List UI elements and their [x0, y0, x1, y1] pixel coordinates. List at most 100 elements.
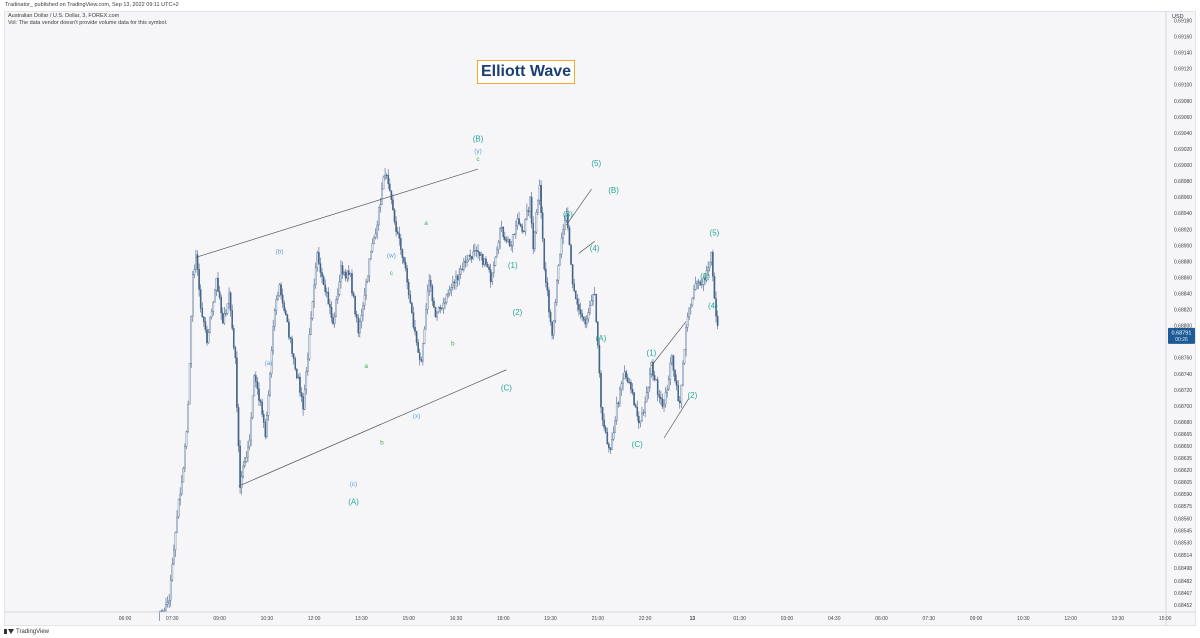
- candle: [620, 380, 623, 396]
- candle-body: [244, 461, 246, 467]
- wave-label: c: [476, 156, 480, 163]
- candle: [180, 475, 183, 497]
- candle-body: [307, 358, 309, 372]
- candle: [318, 246, 320, 265]
- candle-body: [221, 312, 224, 324]
- candle-body: [603, 419, 605, 428]
- x-tick-label: 13:30: [1112, 616, 1125, 622]
- candle-body: [428, 280, 430, 292]
- candle-body: [418, 352, 421, 360]
- candle: [401, 248, 404, 264]
- candle-body: [504, 236, 506, 240]
- candle: [556, 279, 558, 306]
- candle-body: [452, 281, 454, 288]
- y-tick-label: 0.68960: [1174, 195, 1192, 201]
- candle: [486, 261, 489, 268]
- candle: [686, 312, 689, 332]
- x-tick-label: 09:00: [970, 616, 983, 622]
- candle: [496, 246, 498, 258]
- candle: [210, 308, 213, 320]
- candle-body: [352, 293, 355, 297]
- candle-body: [214, 289, 216, 303]
- candle: [597, 321, 599, 349]
- candle: [171, 557, 174, 582]
- wave-label: (B): [473, 135, 484, 144]
- candle-body: [630, 382, 632, 390]
- wave-label: (3): [700, 272, 710, 281]
- candle-body: [374, 233, 377, 238]
- candle: [672, 354, 675, 377]
- chart-area[interactable]: [4, 11, 1196, 626]
- candle-body: [371, 243, 374, 252]
- candle-body: [310, 318, 312, 335]
- candle: [382, 175, 385, 190]
- candle-body: [593, 293, 596, 295]
- candle-body: [395, 221, 397, 232]
- candle-body: [267, 394, 270, 416]
- x-tick-label: 12:00: [1064, 616, 1077, 622]
- candle-body: [414, 326, 416, 332]
- candle-body: [570, 244, 572, 265]
- wave-label: a: [424, 220, 428, 227]
- candle: [261, 398, 263, 418]
- candle-body: [255, 375, 257, 382]
- candle: [463, 257, 465, 273]
- candle-body: [275, 299, 278, 311]
- candle: [409, 290, 412, 304]
- candle-body: [631, 389, 634, 393]
- candle-body: [288, 321, 290, 338]
- candle-body: [188, 363, 191, 405]
- candle: [521, 223, 523, 234]
- candle-body: [674, 370, 676, 381]
- candle: [272, 319, 274, 355]
- candle: [464, 255, 467, 268]
- candle-body: [579, 309, 582, 314]
- candle-body: [182, 467, 185, 483]
- candle: [532, 216, 535, 254]
- candle-body: [585, 318, 588, 325]
- candle-body: [343, 271, 345, 275]
- candle-body: [532, 222, 535, 250]
- candle-body: [322, 276, 325, 285]
- candle: [513, 233, 516, 236]
- candle: [559, 253, 561, 266]
- candle-body: [678, 400, 681, 404]
- candle: [598, 340, 601, 378]
- candle: [232, 325, 235, 350]
- candle: [343, 270, 345, 277]
- candle-body: [450, 287, 453, 291]
- candle-body: [480, 254, 483, 256]
- footer-brand[interactable]: TradingView: [4, 626, 49, 638]
- x-tick-label: 21:00: [592, 616, 605, 622]
- candle: [198, 263, 200, 297]
- candle: [166, 596, 169, 608]
- candle-body: [184, 446, 186, 469]
- y-tick-label: 0.69120: [1174, 67, 1192, 73]
- candle-body: [560, 237, 563, 255]
- candle: [340, 260, 342, 289]
- candle-body: [697, 281, 700, 283]
- candle-body: [530, 196, 533, 224]
- candle: [677, 380, 680, 402]
- candle: [554, 298, 557, 324]
- x-tick-label: 18:00: [497, 616, 510, 622]
- candle-body: [459, 268, 462, 275]
- candle-body: [541, 212, 544, 239]
- trendline: [195, 168, 479, 258]
- candle-body: [529, 196, 531, 212]
- candle-body: [694, 283, 697, 290]
- candle: [220, 294, 222, 320]
- candle: [250, 412, 252, 447]
- candle: [368, 258, 371, 283]
- candle-body: [305, 371, 308, 390]
- candle-body: [641, 412, 643, 422]
- candle: [182, 466, 185, 483]
- candle: [289, 336, 292, 344]
- candle-body: [336, 294, 339, 300]
- candle-body: [296, 368, 298, 379]
- candle-body: [314, 267, 317, 285]
- wave-label: (4): [590, 244, 600, 253]
- candle: [262, 410, 265, 428]
- candle: [379, 197, 382, 213]
